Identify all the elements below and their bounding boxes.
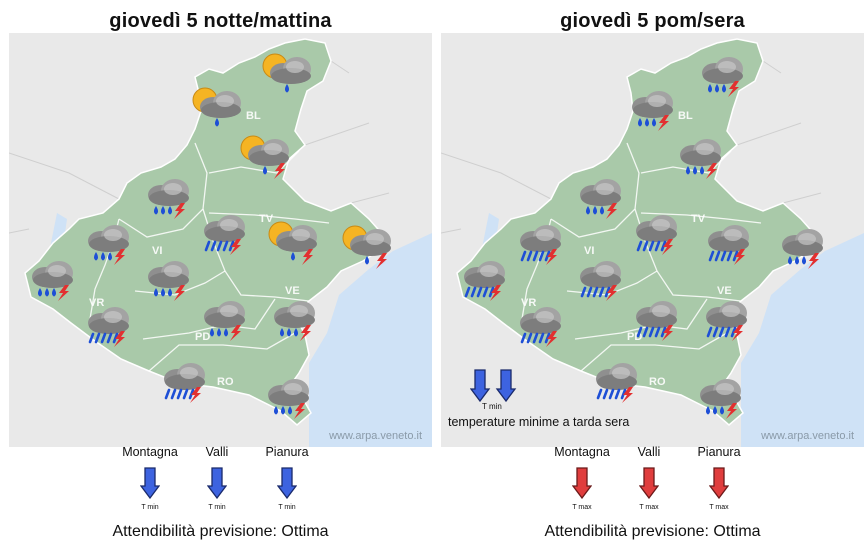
partly-cloudy-drizzle-icon (191, 85, 247, 129)
rain-thunder-icon (195, 209, 251, 255)
drizzle-thunder-icon (571, 173, 627, 219)
down-arrow-icon (571, 467, 593, 500)
region-map: BL TV VI VR PD VE RO www.arpa.veneto.it (9, 33, 432, 447)
province-label-bl: BL (246, 110, 261, 122)
outside-borders (9, 60, 390, 234)
temp-label: Valli (205, 445, 229, 459)
drizzle-thunder-icon (693, 51, 749, 97)
province-label-ve: VE (717, 285, 732, 297)
drizzle-thunder-icon (671, 133, 727, 179)
temp-label: Montagna (122, 445, 178, 459)
drizzle-thunder-icon (265, 295, 321, 341)
temp-montagna: Montagna T min (110, 445, 190, 512)
map-credit: www.arpa.veneto.it (329, 430, 422, 442)
province-border (640, 212, 762, 224)
drizzle-thunder-icon (79, 219, 135, 265)
province-label-ro: RO (217, 376, 234, 388)
tmin-note: temperature minime a tarda sera (448, 415, 630, 429)
arrow-label: T max (639, 504, 659, 511)
drizzle-thunder-icon (195, 295, 251, 341)
province-border (208, 150, 300, 174)
rain-thunder-icon (627, 209, 683, 255)
drizzle-thunder-icon (139, 255, 195, 301)
arrow-label: T min (208, 504, 226, 511)
province-label-pd: PD (195, 331, 211, 343)
map-credit: www.arpa.veneto.it (761, 430, 854, 442)
rain-thunder-icon (627, 295, 683, 341)
partly-cloudy-drizzle-thunder-icon (239, 133, 295, 179)
province-border (118, 142, 208, 238)
province-label-tv: TV (691, 213, 706, 225)
province-border (640, 150, 732, 174)
province-label-vi: VI (584, 245, 595, 257)
drizzle-thunder-icon (691, 373, 747, 419)
down-arrow-icon (470, 369, 517, 403)
partly-cloudy-drizzle-thunder-icon (341, 223, 397, 269)
province-label-tv: TV (259, 213, 274, 225)
temp-pianura: Pianura T max (679, 445, 759, 512)
reliability-text: Attendibilità previsione: Ottima (112, 523, 329, 540)
rain-thunder-icon (155, 357, 211, 403)
rain-thunder-icon (697, 295, 753, 341)
note-arrows: T min (470, 369, 520, 411)
arrow-label: T min (278, 504, 296, 511)
province-border (550, 142, 640, 238)
panel-title: giovedì 5 notte/mattina (109, 10, 332, 32)
temp-montagna: Montagna T max (542, 445, 622, 512)
rain-thunder-icon (455, 255, 511, 301)
down-arrow-icon (139, 467, 161, 500)
temp-valli: Valli T min (177, 445, 257, 512)
note-arrow-label: T min (482, 402, 502, 411)
reliability-text: Attendibilità previsione: Ottima (544, 523, 761, 540)
down-arrow-icon (276, 467, 298, 500)
province-border (580, 332, 728, 372)
region-map: BL TV VI VR PD VE RO T min temperature m… (441, 33, 864, 447)
arrow-label: T min (141, 504, 159, 511)
rain-thunder-icon (511, 301, 567, 347)
rain-thunder-icon (699, 219, 755, 265)
rain-thunder-icon (571, 255, 627, 301)
down-arrow-icon (206, 467, 228, 500)
down-arrow-icon (638, 467, 660, 500)
temp-valli: Valli T max (609, 445, 689, 512)
province-border (566, 270, 658, 296)
temp-label: Pianura (265, 445, 309, 459)
rain-thunder-icon (587, 357, 643, 403)
drizzle-thunder-icon (623, 85, 679, 131)
arrow-label: T max (709, 504, 729, 511)
forecast-panel-left: giovedì 5 notte/mattina BL TV VI VR PD V… (9, 0, 432, 544)
province-label-bl: BL (678, 110, 693, 122)
temp-pianura: Pianura T min (247, 445, 327, 512)
forecast-panel-right: giovedì 5 pom/sera BL TV VI VR PD VE RO … (441, 0, 864, 544)
drizzle-thunder-icon (23, 255, 79, 301)
partly-cloudy-drizzle-icon (261, 51, 317, 95)
rain-thunder-icon (511, 219, 567, 265)
rain-thunder-icon (79, 301, 135, 347)
drizzle-thunder-icon (259, 373, 315, 419)
arrow-label: T max (572, 504, 592, 511)
drizzle-thunder-icon (773, 223, 829, 269)
temp-label: Valli (637, 445, 661, 459)
province-border (208, 212, 330, 224)
outside-borders (441, 60, 822, 234)
province-border (148, 332, 296, 372)
drizzle-thunder-icon (139, 173, 195, 219)
province-label-vr: VR (521, 297, 537, 309)
province-label-vi: VI (152, 245, 163, 257)
province-label-ro: RO (649, 376, 666, 388)
temp-label: Pianura (697, 445, 741, 459)
temp-label: Montagna (554, 445, 610, 459)
down-arrow-icon (708, 467, 730, 500)
adriatic-sea (309, 233, 432, 447)
panel-title: giovedì 5 pom/sera (560, 10, 745, 32)
province-label-vr: VR (89, 297, 105, 309)
province-label-ve: VE (285, 285, 300, 297)
adriatic-sea (741, 233, 864, 447)
partly-cloudy-drizzle-thunder-icon (267, 219, 323, 265)
